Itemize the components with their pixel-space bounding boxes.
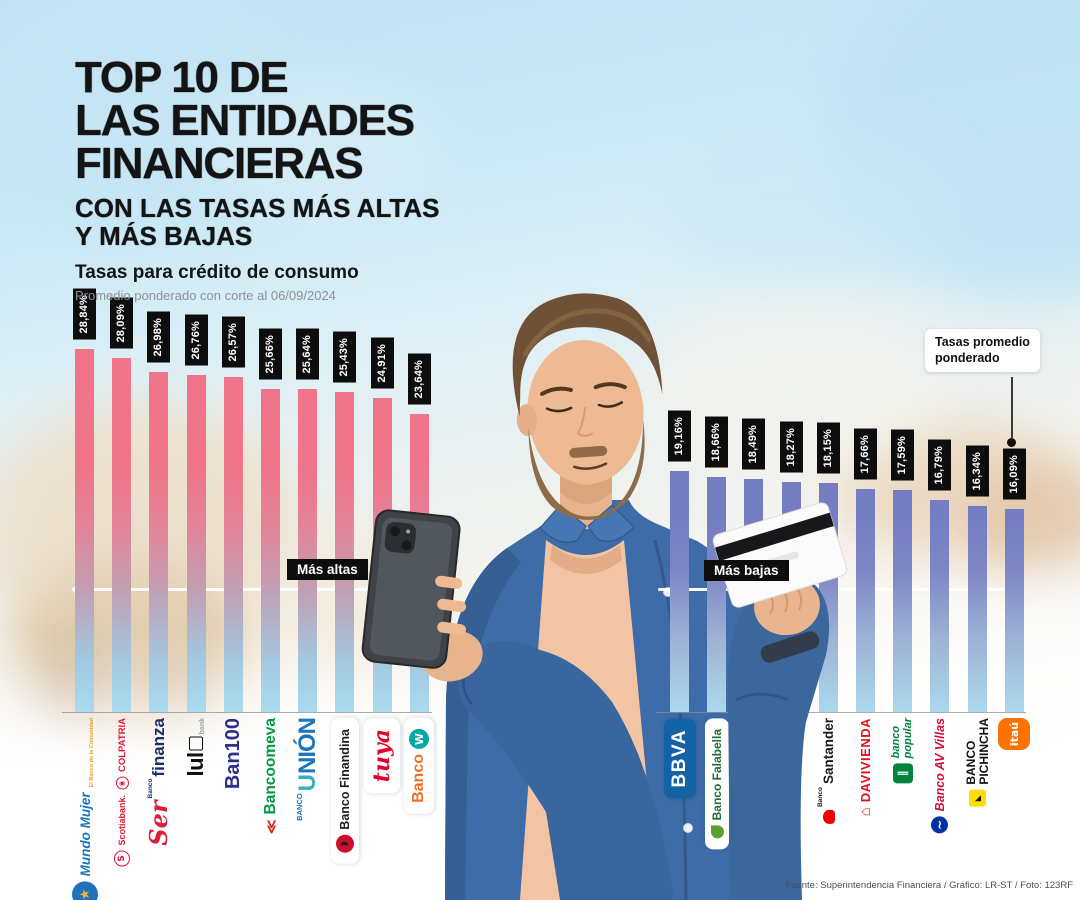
callout-tasas-promedio: Tasas promedio ponderado <box>925 329 1040 373</box>
bar-banco-uni-n <box>298 389 318 712</box>
bar-banco-av-villas <box>930 500 950 712</box>
bar-lulo-bank <box>186 375 206 712</box>
shirt-button <box>683 823 693 833</box>
finger <box>435 575 463 589</box>
smartphone <box>361 509 461 669</box>
finger <box>437 598 467 613</box>
callout-dot <box>1007 438 1016 447</box>
sleeve-right <box>727 574 830 900</box>
camera-lens-icon <box>390 526 401 537</box>
chart-kicker: Tasas para crédito de consumo <box>75 262 359 283</box>
bar-bancoomeva <box>261 389 280 712</box>
bar-banco-pichincha <box>967 506 987 712</box>
bar-banco-finandina <box>335 392 355 712</box>
axis-baseline-left <box>62 712 432 713</box>
collar <box>587 504 635 542</box>
eyebrow <box>540 386 573 396</box>
eyebrow <box>593 382 627 390</box>
bar-davivienda <box>856 489 875 712</box>
bar-ita <box>1004 509 1024 712</box>
bar-ban100 <box>223 377 243 712</box>
watch <box>760 631 820 663</box>
chart-note: Promedio ponderado con corte al 06/09/20… <box>75 288 336 303</box>
callout-line-2: ponderado <box>935 350 1000 365</box>
page-subtitle: CON LAS TASAS MÁS ALTAS Y MÁS BAJAS <box>75 193 440 251</box>
bar-bbva <box>670 471 689 712</box>
credit-card <box>712 502 848 608</box>
page-title: TOP 10 DE LAS ENTIDADES FINANCIERAS <box>75 53 415 188</box>
nose <box>576 406 593 437</box>
finger <box>437 621 467 636</box>
eye <box>545 406 573 413</box>
face <box>512 293 663 520</box>
bar-banco-serfinanza <box>149 372 169 712</box>
eye <box>597 401 624 408</box>
bar-scotiabank-colpatria <box>112 358 132 712</box>
source-credit: Fuente: Superintendencia Financiera / Gr… <box>785 880 1073 891</box>
sleeve-left <box>457 640 674 900</box>
axis-baseline-right <box>656 712 1026 713</box>
bar-mundo-mujer <box>75 349 94 712</box>
callout-line-1: Tasas promedio <box>935 335 1030 349</box>
card-magstripe <box>715 512 834 562</box>
camera-lens-icon <box>401 540 412 551</box>
ear <box>516 404 537 437</box>
callout-connector <box>1011 377 1013 438</box>
bar-banco-popular <box>893 490 913 712</box>
collar <box>539 504 587 543</box>
